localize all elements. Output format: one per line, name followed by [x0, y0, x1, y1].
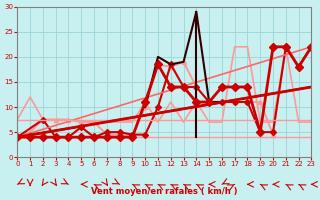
X-axis label: Vent moyen/en rafales ( km/h ): Vent moyen/en rafales ( km/h ) — [91, 187, 238, 196]
